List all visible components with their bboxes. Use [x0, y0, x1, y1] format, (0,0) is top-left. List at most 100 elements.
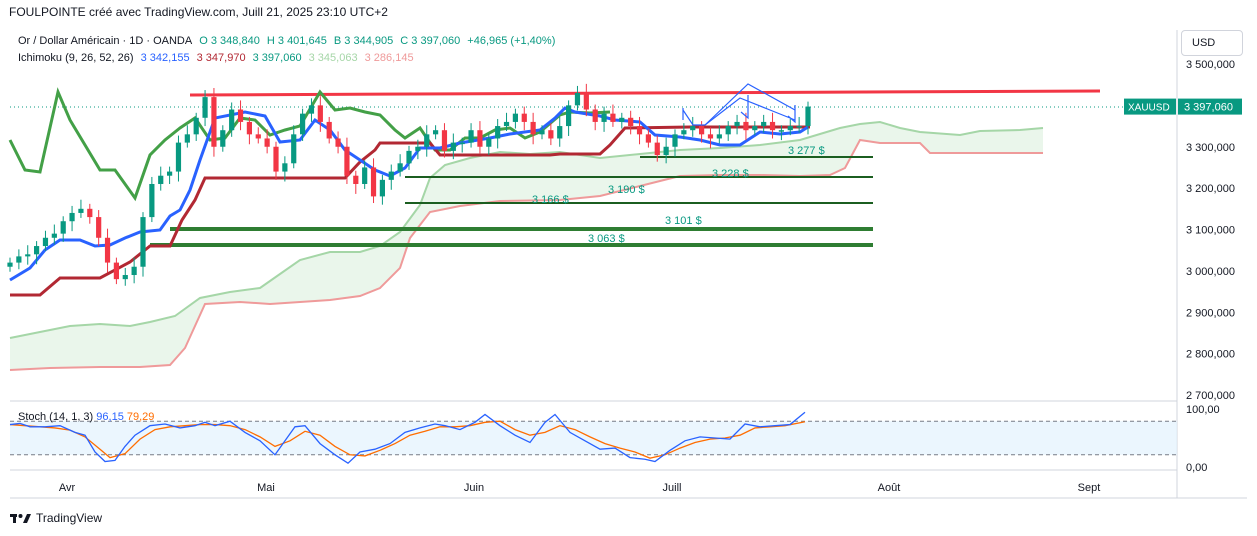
candle: [574, 85, 581, 111]
candle-body: [512, 113, 518, 122]
candle: [459, 137, 465, 153]
stoch-label-text: Stoch (14, 1, 3): [18, 411, 94, 423]
price-tick-label: 2 700,000: [1186, 390, 1235, 402]
annotation-arrow: [682, 109, 705, 126]
candle-body: [255, 134, 261, 139]
candle-body: [122, 275, 128, 280]
candle: [503, 112, 510, 132]
candle-body: [326, 121, 332, 139]
candle-body: [131, 266, 137, 276]
candle: [530, 112, 536, 145]
annotation-arrow: [704, 83, 796, 126]
candle-body: [557, 126, 563, 139]
support-label: 3 228 $: [712, 168, 749, 180]
candle: [308, 98, 315, 122]
ichimoku-legend[interactable]: Ichimoku (9, 26, 52, 26) 3 342,155 3 347…: [18, 52, 418, 64]
chart-header-title: FOULPOINTE créé avec TradingView.com, Ju…: [9, 5, 388, 19]
time-tick-label: Mai: [257, 482, 275, 494]
candle-body: [16, 256, 22, 263]
candle: [486, 133, 492, 156]
candle-body: [450, 142, 456, 151]
candle: [388, 164, 394, 190]
support-label: 3 063 $: [588, 233, 625, 245]
candle: [805, 101, 811, 135]
candle: [229, 102, 235, 137]
annotation-arrow: [704, 97, 796, 126]
candle-body: [433, 130, 439, 135]
symbol-legend: Or / Dollar Américain · 1D · OANDA O 3 3…: [18, 35, 559, 47]
candle: [557, 116, 563, 147]
currency-button[interactable]: USD: [1181, 30, 1243, 56]
candle-body: [69, 212, 75, 222]
candle: [601, 106, 607, 132]
candle-body: [237, 109, 244, 122]
candle: [78, 199, 84, 218]
candle-body: [459, 142, 465, 145]
candle-body: [725, 126, 731, 135]
candle: [42, 230, 49, 252]
candle: [335, 131, 341, 154]
candle: [663, 137, 669, 164]
candle-body: [211, 97, 217, 147]
candle-body: [415, 146, 421, 151]
price-tick-label: 3 000,000: [1186, 266, 1235, 278]
candle-body: [477, 130, 483, 147]
kijun-line: [10, 125, 810, 297]
candle-body: [663, 146, 669, 156]
candle: [7, 257, 13, 272]
candle: [566, 100, 572, 136]
candle-body: [113, 262, 119, 280]
candle-body: [51, 233, 57, 238]
candle-body: [761, 121, 767, 127]
time-tick-label: Sept: [1078, 482, 1101, 494]
candle: [743, 112, 749, 141]
candle: [353, 170, 359, 194]
candle: [539, 125, 545, 140]
candle: [406, 145, 412, 170]
candle: [592, 104, 598, 131]
candle-body: [672, 134, 678, 147]
candle-body: [690, 126, 696, 131]
candle-body: [796, 126, 802, 128]
tradingview-brand: TradingView: [36, 511, 103, 525]
price-tick-label: 2 800,000: [1186, 349, 1235, 361]
candle-body: [574, 92, 581, 106]
support-label: 3 166 $: [532, 194, 569, 206]
candle-body: [486, 138, 492, 147]
candle-body: [566, 105, 572, 127]
candle: [672, 129, 678, 157]
candle: [140, 212, 146, 277]
candle: [96, 210, 102, 247]
candle: [433, 125, 439, 140]
ichimoku-label: Ichimoku (9, 26, 52, 26): [18, 52, 134, 64]
candle-body: [539, 130, 545, 135]
candle: [450, 133, 456, 160]
candle: [619, 112, 625, 129]
candle: [769, 112, 776, 139]
support-label: 3 101 $: [665, 215, 702, 227]
candle: [211, 87, 217, 157]
candle: [796, 116, 802, 133]
stoch-k-line: [9, 411, 806, 465]
candle: [16, 249, 22, 270]
candle-body: [78, 208, 84, 213]
candle-body: [503, 121, 510, 127]
candle-body: [521, 113, 527, 122]
candle-body: [699, 126, 705, 135]
symbol-name: Or / Dollar Américain · 1D · OANDA: [18, 35, 193, 47]
candle-body: [335, 138, 341, 147]
candle: [158, 166, 164, 191]
stoch-legend[interactable]: Stoch (14, 1, 3) 96,15 79,29: [18, 411, 154, 423]
candle: [149, 176, 155, 223]
candle-body: [787, 126, 793, 131]
candle-body: [344, 146, 350, 176]
candle-body: [202, 97, 208, 118]
open-value: O 3 348,840: [199, 35, 260, 47]
support-label: 3 190 $: [608, 184, 645, 196]
stoch-tick-label: 0,00: [1186, 462, 1207, 474]
candle-body: [424, 134, 430, 147]
candle-body: [619, 117, 625, 122]
candle: [87, 203, 93, 224]
candle: [326, 116, 332, 144]
